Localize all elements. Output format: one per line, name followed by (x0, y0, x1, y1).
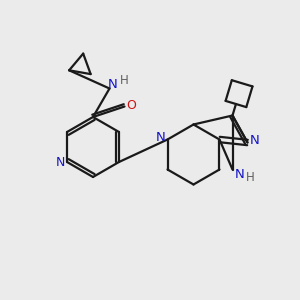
Text: H: H (119, 74, 128, 87)
Text: N: N (235, 167, 245, 181)
Text: N: N (250, 134, 260, 148)
Text: N: N (156, 130, 166, 144)
Text: N: N (108, 78, 118, 92)
Text: N: N (56, 155, 65, 169)
Text: O: O (126, 98, 136, 112)
Text: H: H (245, 171, 254, 184)
